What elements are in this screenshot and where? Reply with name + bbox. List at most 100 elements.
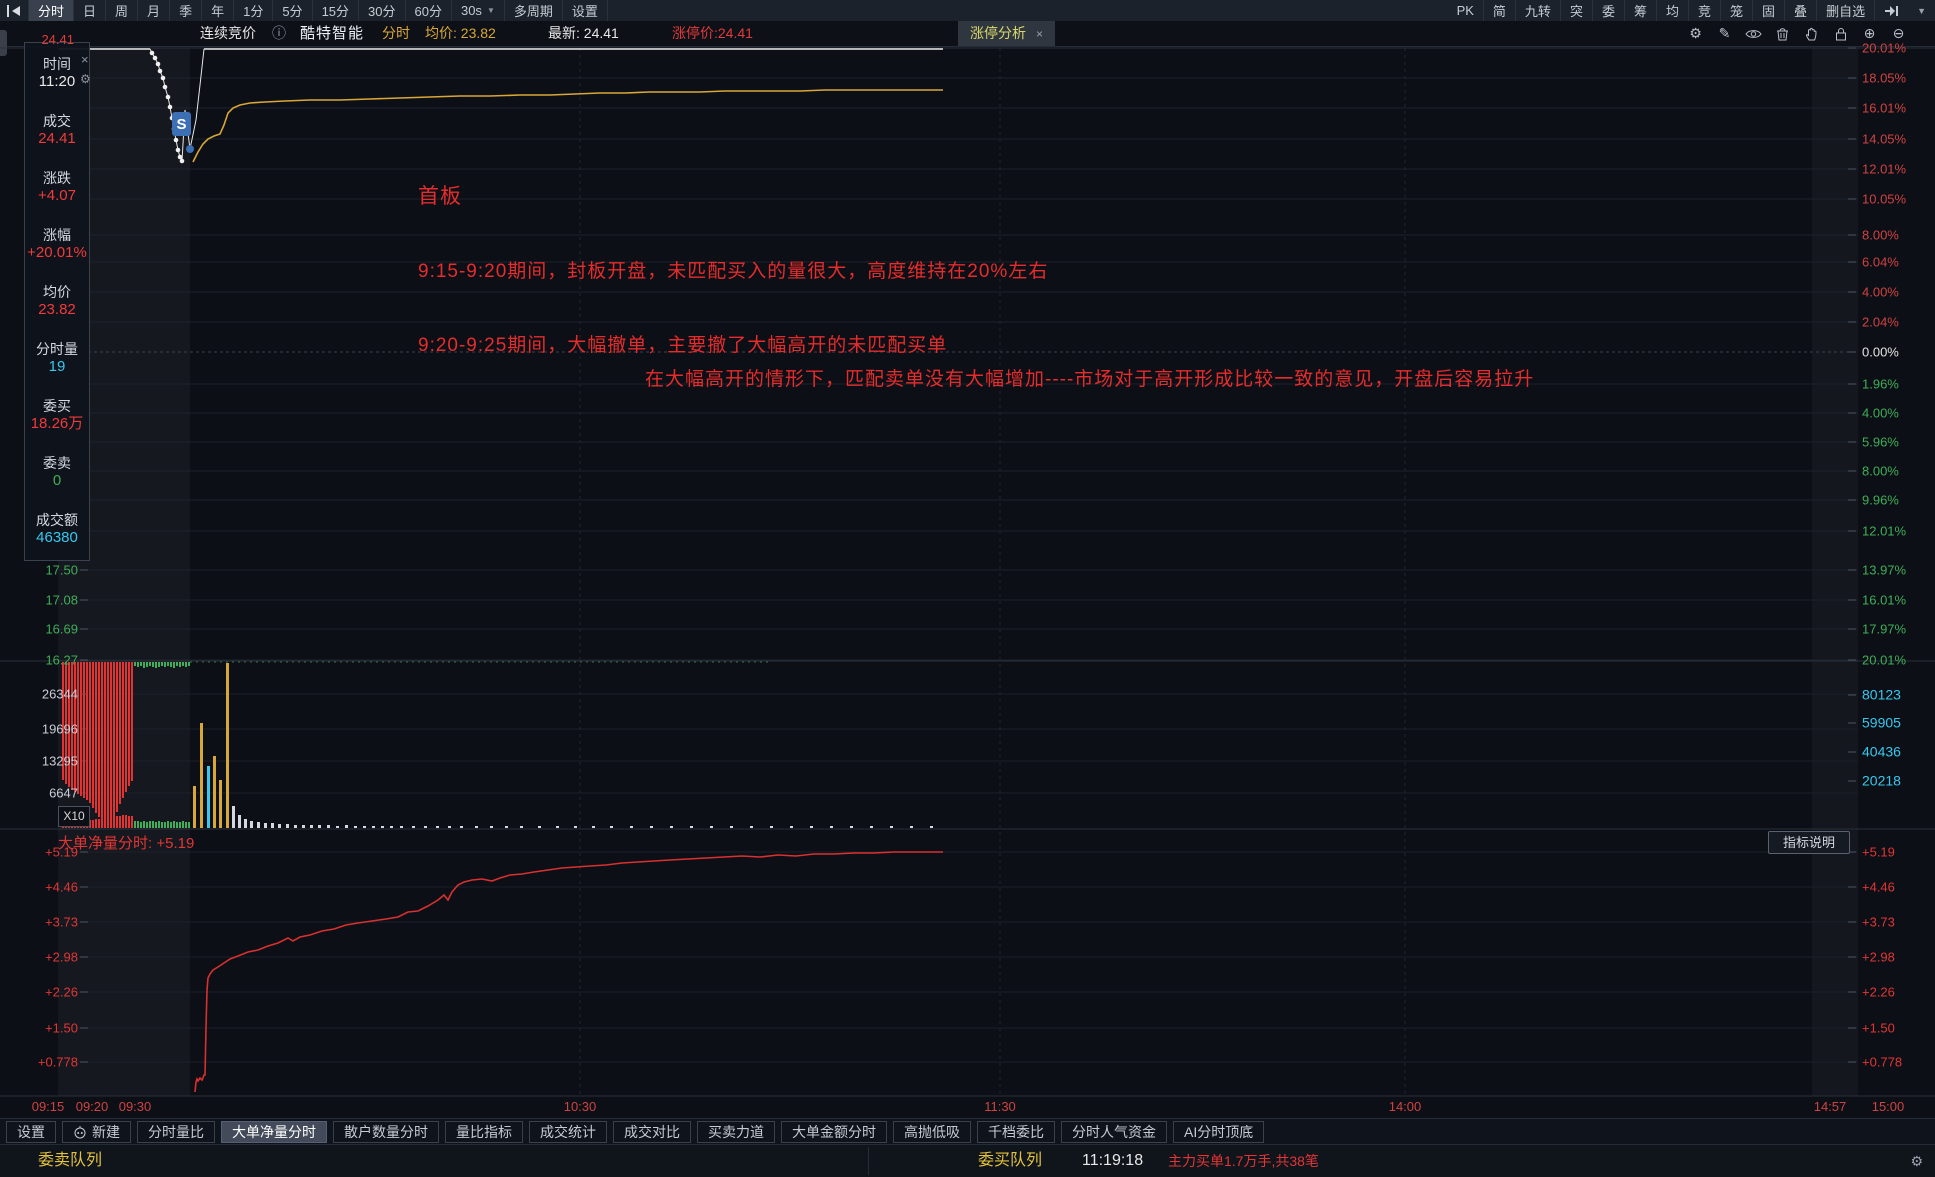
volume-bar [630,826,633,828]
period-button-季[interactable]: 季 [170,0,203,21]
tool-button-委[interactable]: 委 [1593,0,1625,21]
period-button-60分[interactable]: 60分 [406,0,452,21]
period-button-设置[interactable]: 设置 [563,0,608,21]
big-order-net-volume-line [194,851,943,1093]
period-button-5分[interactable]: 5分 [273,0,313,21]
volume-bar [490,826,493,828]
bottom-tab-散户数量分时[interactable]: 散户数量分时 [333,1120,439,1143]
gear-icon[interactable]: ⚙ [1689,25,1702,41]
tool-button-突[interactable]: 突 [1561,0,1593,21]
indicator-tab-bar: 设置 新建 分时量比 大单净量分时 散户数量分时 量比指标 成交统计 成交对比 买卖力道 大单金额… [0,1118,1935,1144]
tab-close-icon[interactable]: × [1036,27,1044,41]
tool-button-笼[interactable]: 笼 [1721,0,1754,21]
strip-bar-red [125,815,127,828]
volume-bar [460,826,463,828]
eye-icon[interactable] [1745,25,1762,42]
limit-analysis-tab[interactable]: 涨停分析 × [958,21,1056,46]
bottom-tab-分时人气资金[interactable]: 分时人气资金 [1061,1120,1167,1143]
bottom-tab-label: 分时量比 [148,1123,204,1140]
volume-bar [592,826,595,828]
volume-bar [232,806,235,828]
period-button-15分[interactable]: 15分 [313,0,360,21]
main-order-info: 主力买单1.7万手,共38笔 [1168,1153,1319,1169]
tool-button-简[interactable]: 简 [1484,0,1516,21]
volume-bar [520,826,523,828]
volume-bar [770,826,773,828]
stock-name: 酷特智能 [300,25,365,42]
tool-button-均[interactable]: 均 [1657,0,1689,21]
period-button-30分[interactable]: 30分 [359,0,406,21]
strip-bar-red [110,817,112,828]
bottom-tab-大单净量分时[interactable]: 大单净量分时 [221,1120,327,1143]
tool-button-叠[interactable]: 叠 [1785,0,1818,21]
info-icon[interactable]: ⓘ [272,25,286,41]
bottom-tab-高抛低吸[interactable]: 高抛低吸 [893,1120,971,1143]
strip-bar-green [149,821,151,828]
chart-mode-label: 分时 [382,25,410,41]
period-button-周[interactable]: 周 [106,0,139,21]
price-dot [155,61,161,67]
volume-bar [574,826,577,828]
bottom-tab-千档委比[interactable]: 千档委比 [977,1120,1055,1143]
auction-unmatched-bar [77,662,79,794]
volume-bar [830,826,833,828]
strip-bar-green [155,822,157,828]
tool-button-竞[interactable]: 竞 [1689,0,1722,21]
period-button-年[interactable]: 年 [202,0,235,21]
collapse-panel-icon[interactable] [0,0,29,21]
auction-unmatched-bar [98,662,100,817]
period-button-多周期[interactable]: 多周期 [505,0,563,21]
volume-bar [690,826,693,828]
draw-pen-icon[interactable]: ✎ [1718,25,1731,41]
bottom-tab-分时量比[interactable]: 分时量比 [137,1120,215,1143]
zoom-out-icon[interactable]: ⊖ [1892,25,1905,41]
volume-bar [213,756,216,828]
strip-bar-red [107,817,109,828]
price-dot [167,104,173,110]
tool-button-删自选[interactable]: 删自选 [1817,0,1876,21]
period-button-分时[interactable]: 分时 [29,0,75,21]
panel-gear-icon[interactable]: ⚙ [80,72,91,86]
zoom-in-icon[interactable]: ⊕ [1863,25,1876,41]
toolbar-dropdown-icon[interactable]: ▼ [1917,5,1926,16]
period-button-日[interactable]: 日 [74,0,107,21]
auction-unmatched-bar [80,662,82,796]
trash-icon[interactable] [1774,25,1791,42]
period-button-月[interactable]: 月 [138,0,171,21]
volume-bar [730,826,733,828]
strip-bar-red [95,819,97,828]
side-panel-grip[interactable] [0,30,7,56]
auction-unmatched-bar [89,662,91,803]
bottom-tab-成交统计[interactable]: 成交统计 [529,1120,607,1143]
volume-bar [250,821,253,828]
auction-unmatched-bar [104,662,106,823]
jump-to-end-icon[interactable] [1875,0,1908,21]
tool-button-筹[interactable]: 筹 [1625,0,1657,21]
bottom-tab-成交对比[interactable]: 成交对比 [613,1120,691,1143]
lock-icon[interactable] [1832,25,1849,42]
bottom-tab-买卖力道[interactable]: 买卖力道 [697,1120,775,1143]
tool-button-固[interactable]: 固 [1753,0,1786,21]
period-button-30s[interactable]: 30s ▼ [452,0,505,21]
indicator-help-button[interactable]: 指标说明 [1768,831,1850,854]
auction-matched-dash [167,662,169,666]
volume-bar [345,825,348,828]
bottom-tab-AI分时顶底[interactable]: AI分时顶底 [1173,1120,1265,1143]
volume-bar [475,826,478,828]
bottom-tab-量比指标[interactable]: 量比指标 [445,1120,523,1143]
price-dot [157,68,163,74]
period-button-1分[interactable]: 1分 [234,0,274,21]
bottom-tab-新建[interactable]: 新建 [62,1120,131,1143]
tool-button-PK[interactable]: PK [1448,0,1484,21]
status-gear-icon[interactable]: ⚙ [1910,1153,1923,1169]
tool-button-九转[interactable]: 九转 [1516,0,1561,21]
bottom-tab-设置[interactable]: 设置 [6,1120,56,1143]
sell-marker-box [172,112,191,136]
volume-bar [354,826,357,828]
auction-unmatched-bar [68,662,70,787]
buy-queue-label[interactable]: 委买队列 [978,1152,1043,1169]
bottom-tab-大单金额分时[interactable]: 大单金额分时 [781,1120,887,1143]
hand-icon[interactable] [1803,25,1820,42]
sell-queue-label[interactable]: 委卖队列 [38,1152,103,1169]
panel-close-icon[interactable]: × [81,52,89,67]
